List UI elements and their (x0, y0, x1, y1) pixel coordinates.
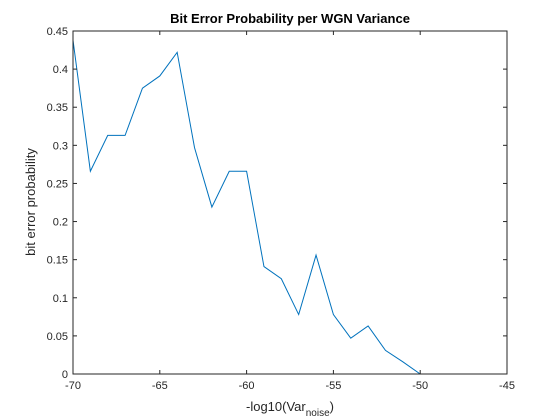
y-tick-label: 0.25 (47, 178, 68, 190)
y-tick-label: 0.3 (53, 140, 68, 152)
y-tick-label: 0.4 (53, 64, 68, 76)
y-tick-label: 0.05 (47, 331, 68, 343)
x-axis-label: -log10(Varnoise) (246, 399, 334, 419)
series-line (72, 40, 438, 375)
x-tick-label: -65 (152, 380, 168, 392)
x-tick-label: -70 (65, 380, 81, 392)
y-tick-label: 0.35 (47, 102, 68, 114)
x-tick-label: -60 (239, 380, 255, 392)
y-tick-label: 0.15 (47, 255, 68, 267)
y-tick-label: 0.2 (53, 217, 68, 229)
y-tick-label: 0.1 (53, 293, 68, 305)
y-axis-label: bit error probability (23, 148, 38, 256)
x-tick-label: -45 (499, 380, 515, 392)
chart-title: Bit Error Probability per WGN Variance (170, 11, 410, 26)
x-tick-label: -55 (325, 380, 341, 392)
x-axis-label-close: ) (330, 399, 334, 414)
y-tick-label: 0.45 (47, 26, 68, 38)
axes-box (72, 30, 508, 375)
plot-area (73, 31, 507, 374)
y-tick-label: 0 (62, 369, 68, 381)
x-axis-label-subscript: noise (306, 408, 330, 419)
x-axis-label-main: -log10(Var (246, 399, 306, 414)
x-tick-label: -50 (412, 380, 428, 392)
ticks-layer: -70 -65 -60 -55 -50 -45 0 0.05 0.1 0.15 0.2 0.25 0.3… (47, 26, 515, 392)
series-layer (72, 40, 438, 375)
